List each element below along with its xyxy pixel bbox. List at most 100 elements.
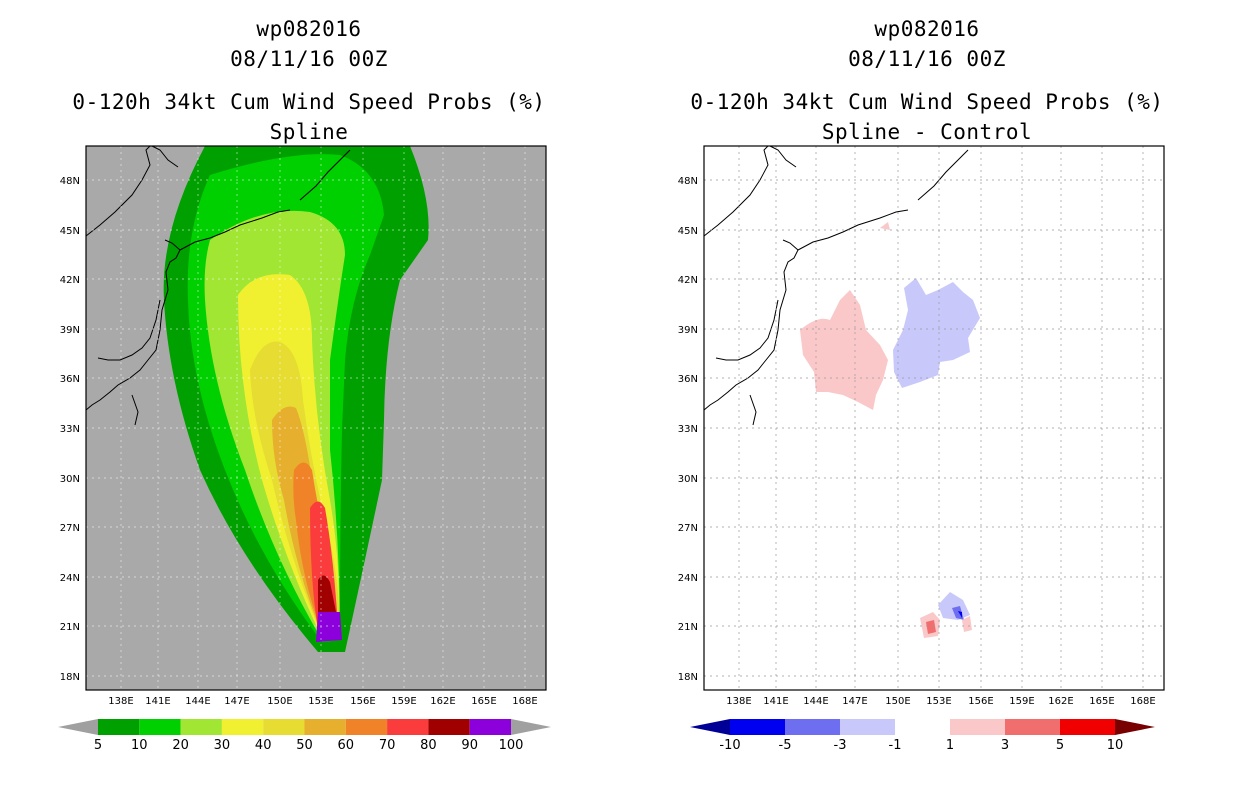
- lat-label: 36N: [678, 374, 698, 385]
- lon-label: 150E: [885, 696, 910, 707]
- probability-map: 138E 141E 144E 147E 150E 153E 156E 159E …: [58, 145, 551, 753]
- storm-id: wp082016: [874, 17, 980, 41]
- lat-label: 18N: [60, 672, 80, 683]
- colorbar-label: 90: [461, 738, 478, 753]
- lon-label: 144E: [803, 696, 828, 707]
- grid-lines: [704, 146, 1164, 690]
- lon-label: 153E: [308, 696, 333, 707]
- colorbar-label: 100: [499, 738, 524, 753]
- colorbar-swatch: [785, 719, 840, 735]
- lat-label: 30N: [678, 474, 698, 485]
- lat-label: 24N: [60, 573, 80, 584]
- lat-label: 39N: [60, 325, 80, 336]
- datetime: 08/11/16 00Z: [848, 47, 1006, 71]
- colorbar-label: -1: [889, 738, 902, 753]
- colorbar-label: 40: [255, 738, 272, 753]
- colorbar-label: 70: [379, 738, 396, 753]
- colorbar-low-arrow: [58, 719, 98, 735]
- lon-label: 162E: [430, 696, 455, 707]
- storm-id: wp082016: [256, 17, 362, 41]
- colorbar-label: 5: [1056, 738, 1064, 753]
- lat-labels: 48N 45N 42N 39N 36N 33N 30N 27N 24N 21N …: [60, 176, 80, 683]
- lon-label: 141E: [763, 696, 788, 707]
- lat-label: 27N: [60, 523, 80, 534]
- lon-labels: 138E 141E 144E 147E 150E 153E 156E 159E …: [726, 696, 1155, 707]
- lon-label: 150E: [267, 696, 292, 707]
- colorbar-label: 50: [296, 738, 313, 753]
- lon-label: 147E: [224, 696, 249, 707]
- map-frame: [703, 145, 1165, 691]
- colorbar-label: -10: [719, 738, 740, 753]
- colorbar-swatch: [730, 719, 785, 735]
- panel-spline: wp082016 08/11/16 00Z 0-120h 34kt Cum Wi…: [58, 17, 551, 753]
- panel-spline-minus-control: wp082016 08/11/16 00Z 0-120h 34kt Cum Wi…: [618, 0, 1236, 800]
- lat-label: 27N: [678, 523, 698, 534]
- colorbar-swatch: [304, 719, 346, 735]
- lat-label: 42N: [678, 275, 698, 286]
- lat-label: 45N: [678, 226, 698, 237]
- lat-label: 21N: [60, 622, 80, 633]
- difference-contours: [800, 222, 980, 638]
- product-title: 0-120h 34kt Cum Wind Speed Probs (%): [72, 90, 546, 114]
- colorbar-swatch: [387, 719, 429, 735]
- colorbar-swatch: [950, 719, 1005, 735]
- colorbar-label: -5: [779, 738, 792, 753]
- probability-contours: [163, 146, 429, 652]
- lat-label: 48N: [60, 176, 80, 187]
- colorbar: -10 -5 -3 -1 1 3 5 10: [690, 719, 1155, 753]
- lon-label: 165E: [1089, 696, 1114, 707]
- map-frame: [85, 145, 547, 691]
- product-title: 0-120h 34kt Cum Wind Speed Probs (%): [690, 90, 1164, 114]
- colorbar-label: 5: [94, 738, 102, 753]
- colorbar-swatch: [428, 719, 470, 735]
- lat-label: 21N: [678, 622, 698, 633]
- lon-label: 138E: [108, 696, 133, 707]
- colorbar-label: 1: [946, 738, 954, 753]
- lon-labels: 138E 141E 144E 147E 150E 153E 156E 159E …: [108, 696, 537, 707]
- lon-label: 159E: [391, 696, 416, 707]
- lon-label: 165E: [471, 696, 496, 707]
- lat-label: 45N: [60, 226, 80, 237]
- colorbar-swatch: [1005, 719, 1060, 735]
- lat-label: 33N: [60, 424, 80, 435]
- colorbar-swatch: [469, 719, 511, 735]
- lat-label: 42N: [60, 275, 80, 286]
- colorbar-label: 10: [131, 738, 148, 753]
- colorbar-label: -3: [834, 738, 847, 753]
- colorbar-swatch: [895, 719, 950, 735]
- lat-label: 36N: [60, 374, 80, 385]
- colorbar-high-arrow: [511, 719, 551, 735]
- colorbar-swatch: [98, 719, 140, 735]
- lat-labels: 48N 45N 42N 39N 36N 33N 30N 27N 24N 21N …: [678, 176, 698, 683]
- lon-label: 156E: [968, 696, 993, 707]
- lon-label: 147E: [842, 696, 867, 707]
- lon-label: 156E: [350, 696, 375, 707]
- difference-map: 138E 141E 144E 147E 150E 153E 156E 159E …: [678, 145, 1165, 753]
- colorbar-swatch: [139, 719, 181, 735]
- subtitle: Spline: [269, 120, 349, 144]
- subtitle: Spline - Control: [821, 120, 1033, 144]
- lon-label: 144E: [185, 696, 210, 707]
- colorbar-swatch: [180, 719, 222, 735]
- lon-label: 168E: [512, 696, 537, 707]
- grid-lines: [86, 146, 546, 690]
- colorbar-label: 20: [172, 738, 189, 753]
- lat-label: 48N: [678, 176, 698, 187]
- colorbar-label: 80: [420, 738, 437, 753]
- lon-label: 138E: [726, 696, 751, 707]
- lat-label: 18N: [678, 672, 698, 683]
- lon-label: 153E: [926, 696, 951, 707]
- lon-label: 159E: [1009, 696, 1034, 707]
- colorbar-high-arrow: [1115, 719, 1155, 735]
- colorbar-swatch: [221, 719, 264, 735]
- colorbar-swatch: [1060, 719, 1115, 735]
- colorbar-swatch: [263, 719, 305, 735]
- lon-label: 168E: [1130, 696, 1155, 707]
- map-background: [704, 146, 1164, 690]
- colorbar-label: 3: [1001, 738, 1009, 753]
- colorbar-swatch: [840, 719, 895, 735]
- lat-label: 24N: [678, 573, 698, 584]
- colorbar-swatch: [345, 719, 388, 735]
- lon-label: 162E: [1048, 696, 1073, 707]
- colorbar-label: 60: [338, 738, 355, 753]
